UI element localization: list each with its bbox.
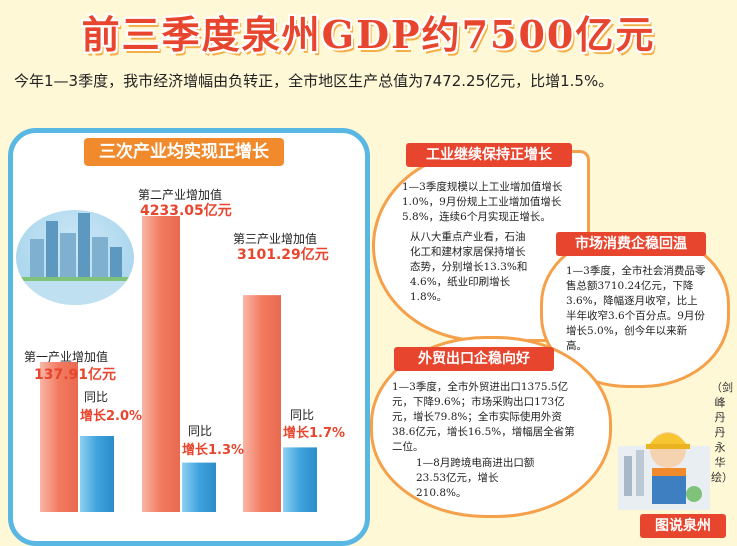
- industry-paragraph-2: 从八大重点产业看，石油化工和建材家居保持增长态势，分别增长13.3%和4.6%，…: [410, 231, 528, 303]
- category-label-primary: 第一产业增加值: [24, 350, 109, 364]
- value-label-tertiary: 3101.29亿元: [237, 247, 329, 263]
- yoy-label-tertiary: 增长1.7%: [283, 426, 346, 441]
- yoy-title-secondary: 同比: [188, 424, 213, 438]
- category-label-tertiary: 第三产业增加值: [233, 232, 318, 246]
- yoy-bar-0: [80, 436, 114, 512]
- category-label-secondary: 第二产业增加值: [138, 188, 223, 202]
- artist-credit: （剑峰 丹丹 永华 绘）: [711, 381, 733, 484]
- summary-text: 今年1—3季度，我市经济增幅由负转正，全市地区生产总值为7472.25亿元，比增…: [14, 72, 614, 90]
- worker-illustration: [618, 432, 710, 510]
- consumption-title: 市场消费企稳回温: [556, 232, 706, 256]
- brand-badge: 图说泉州: [640, 514, 726, 538]
- value-bar-2: [243, 295, 281, 512]
- trade-paragraph-1: 1—3季度，全市外贸进出口1375.5亿元，下降9.6%；市场采购出口173亿元…: [392, 381, 575, 453]
- yoy-bar-2: [283, 447, 317, 512]
- page-title: 前三季度泉州GDP约7500亿元: [81, 12, 656, 57]
- yoy-label-secondary: 增长1.3%: [182, 443, 245, 458]
- value-bar-0: [40, 362, 78, 512]
- chart-banner: 三次产业均实现正增长: [84, 138, 284, 166]
- yoy-title-primary: 同比: [84, 390, 109, 404]
- yoy-label-primary: 增长2.0%: [80, 409, 143, 424]
- value-label-secondary: 4233.05亿元: [140, 203, 232, 219]
- yoy-bar-1: [182, 462, 216, 512]
- trade-paragraph-2: 1—8月跨境电商进出口额23.53亿元，增长210.8%。: [416, 457, 535, 499]
- city-illustration: [16, 210, 134, 305]
- value-bar-1: [142, 216, 180, 512]
- value-label-primary: 137.91亿元: [34, 367, 117, 383]
- yoy-title-tertiary: 同比: [290, 408, 315, 422]
- consumption-paragraph: 1—3季度，全市社会消费品零售总额3710.24亿元，下降3.6%，降幅逐月收窄…: [566, 265, 706, 352]
- industry-paragraph-1: 1—3季度规模以上工业增加值增长1.0%，9月份规上工业增加值增长5.8%，连续…: [402, 181, 563, 223]
- trade-title: 外贸出口企稳向好: [394, 347, 554, 371]
- industry-title: 工业继续保持正增长: [406, 143, 572, 167]
